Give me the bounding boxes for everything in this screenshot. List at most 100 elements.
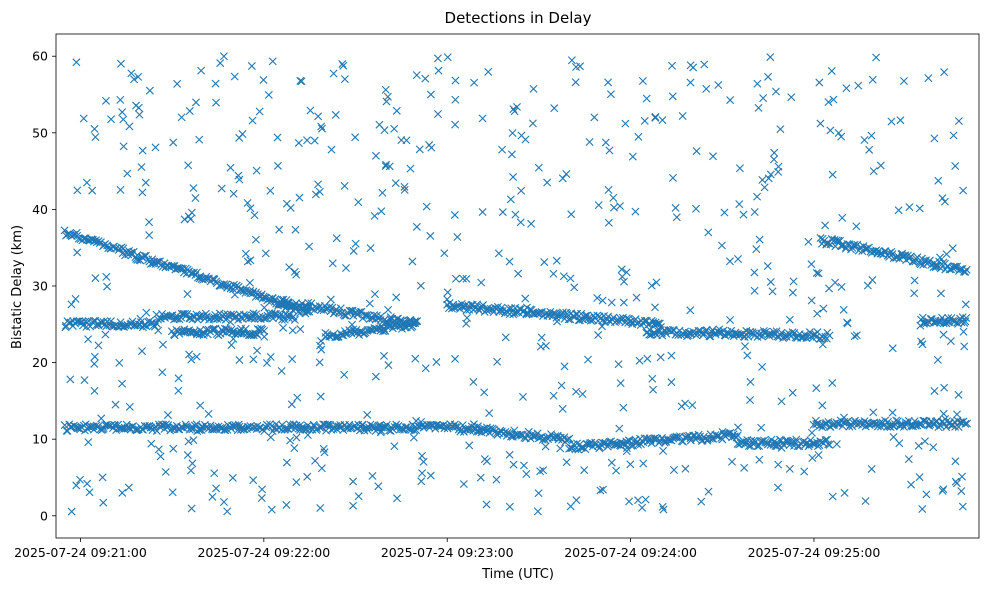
data-point — [672, 213, 681, 222]
data-point — [641, 495, 650, 504]
data-point — [925, 256, 934, 265]
data-point — [195, 135, 204, 144]
data-point — [80, 376, 89, 385]
data-point — [679, 437, 687, 446]
data-point — [267, 505, 276, 514]
data-point — [273, 133, 282, 142]
data-point — [318, 124, 326, 133]
data-point — [202, 325, 211, 334]
data-point — [125, 402, 134, 411]
data-point — [340, 181, 349, 190]
data-point — [962, 265, 971, 274]
data-point — [185, 107, 194, 116]
data-point — [594, 201, 603, 210]
data-point — [482, 457, 491, 466]
data-point — [824, 418, 833, 426]
data-point — [572, 63, 581, 71]
data-point — [948, 316, 957, 325]
data-point — [169, 444, 178, 453]
data-point — [306, 106, 315, 115]
data-point — [82, 178, 91, 187]
data-point — [139, 321, 148, 330]
data-point — [519, 461, 528, 470]
x-axis: 2025-07-24 09:21:00 2025-07-24 09:22:00 20… — [14, 538, 880, 560]
data-point — [97, 414, 106, 423]
data-point — [521, 294, 530, 303]
data-point — [787, 93, 796, 102]
data-point — [459, 480, 468, 489]
data-point — [345, 306, 354, 315]
data-point — [476, 473, 485, 482]
data-point — [72, 58, 81, 67]
data-point — [258, 485, 267, 494]
data-point — [303, 136, 312, 145]
data-point — [753, 79, 762, 88]
data-point — [911, 257, 920, 266]
data-point — [735, 330, 744, 339]
data-point — [741, 342, 750, 351]
data-point — [814, 269, 823, 278]
data-point — [957, 418, 966, 427]
data-point — [111, 421, 120, 430]
data-point — [632, 293, 641, 302]
data-point — [91, 132, 100, 141]
data-point — [124, 483, 133, 492]
data-point — [852, 331, 861, 340]
data-point — [184, 161, 193, 170]
data-point — [938, 486, 947, 495]
data-point — [750, 286, 759, 295]
data-point — [640, 116, 649, 125]
data-point — [228, 473, 237, 482]
data-point — [567, 56, 576, 65]
x-axis-title: Time (UTC) — [481, 567, 554, 582]
data-point — [586, 316, 595, 325]
data-point — [686, 306, 695, 315]
data-point — [135, 110, 144, 119]
data-point — [245, 278, 254, 287]
data-point — [746, 396, 755, 405]
data-point — [948, 244, 957, 253]
data-point — [71, 294, 80, 303]
data-point — [668, 173, 677, 182]
data-points — [60, 52, 972, 516]
data-point — [141, 178, 150, 187]
data-point — [370, 290, 379, 299]
data-point — [227, 341, 236, 350]
data-point — [99, 498, 108, 507]
data-point — [173, 79, 182, 88]
data-point — [888, 344, 897, 353]
data-point — [85, 488, 94, 497]
data-point — [528, 119, 537, 128]
data-point — [733, 431, 742, 440]
data-point — [138, 188, 147, 197]
data-point — [813, 309, 822, 318]
data-point — [266, 352, 275, 361]
data-point — [296, 325, 305, 334]
data-point — [839, 305, 848, 314]
data-point — [678, 111, 687, 120]
data-point — [625, 497, 634, 506]
data-point — [717, 241, 726, 250]
data-point — [255, 312, 264, 321]
data-point — [860, 135, 869, 144]
data-point — [229, 280, 238, 289]
data-point — [924, 74, 933, 83]
data-point — [533, 507, 542, 516]
data-point — [788, 288, 797, 297]
data-point — [246, 204, 255, 213]
data-point — [191, 194, 200, 202]
data-point — [607, 458, 616, 467]
x-tick-label: 2025-07-24 09:23:00 — [381, 545, 514, 560]
data-point — [485, 409, 494, 418]
data-point — [572, 387, 581, 396]
data-point — [681, 399, 690, 408]
data-point — [400, 182, 409, 191]
data-point — [412, 222, 421, 231]
data-point — [498, 145, 507, 154]
data-point — [354, 492, 363, 501]
data-point — [265, 294, 274, 303]
data-point — [868, 276, 877, 285]
data-point — [177, 113, 186, 122]
data-point — [465, 441, 474, 450]
